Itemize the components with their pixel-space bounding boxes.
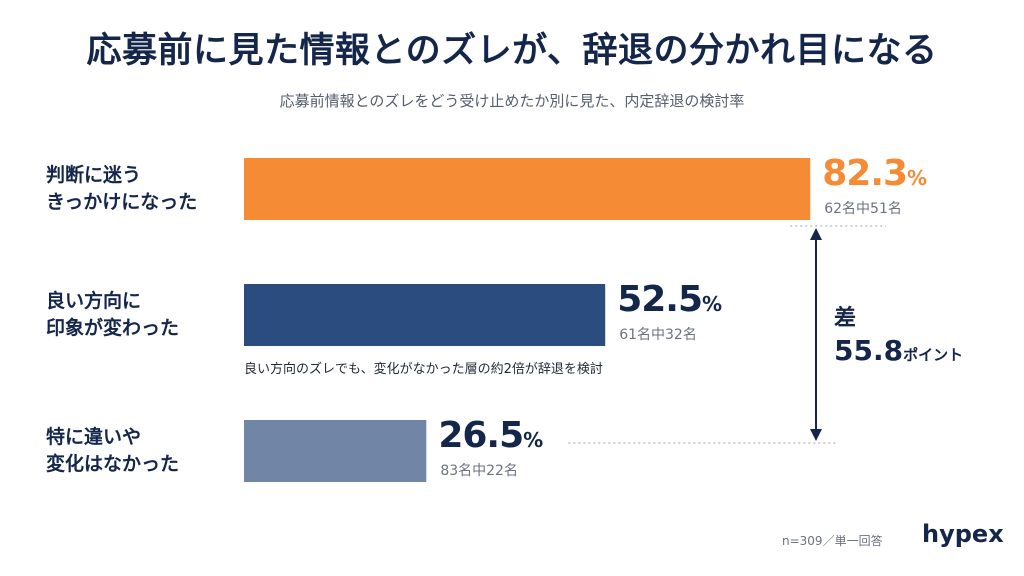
- difference-unit: ポイント: [903, 346, 964, 364]
- sample-note: n=309／単一回答: [782, 534, 883, 548]
- count-label-1: 62名中51名: [824, 201, 902, 217]
- value-label-2: 52.5%: [617, 280, 722, 326]
- bar-1: [244, 158, 811, 220]
- value-number-3: 26.5: [438, 415, 524, 456]
- value-unit-3: %: [523, 428, 544, 452]
- difference-number: 55.8: [834, 334, 904, 367]
- chart-subtitle: 応募前情報とのズレをどう受け止めたか別に見た、内定辞退の検討率: [279, 92, 745, 110]
- value-unit-1: %: [907, 166, 928, 190]
- value-number-1: 82.3: [822, 153, 908, 194]
- value-unit-2: %: [702, 292, 723, 316]
- value-number-2: 52.5: [617, 279, 703, 320]
- chart-title: 応募前に見た情報とのズレが、辞退の分かれ目になる: [86, 31, 938, 71]
- chart-annotation: 良い方向のズレでも、変化がなかった層の約2倍が辞退を検討: [244, 362, 603, 377]
- category-label-3: 特に違いや 変化はなかった: [46, 426, 180, 475]
- bar-2: [244, 284, 606, 346]
- difference-value: 55.8ポイント: [834, 334, 963, 367]
- bar-3: [244, 420, 427, 482]
- category-label-2: 良い方向に 印象が変わった: [46, 290, 180, 339]
- value-label-3: 26.5%: [438, 416, 543, 462]
- category-label-1: 判断に迷う きっかけになった: [46, 164, 198, 213]
- arrow-head-up: [810, 228, 822, 240]
- value-label-1: 82.3%: [822, 154, 927, 200]
- count-label-3: 83名中22名: [440, 463, 518, 479]
- brand-logo: hypex: [922, 520, 1004, 548]
- arrow-head-down: [810, 429, 822, 441]
- difference-label: 差: [834, 306, 857, 331]
- count-label-2: 61名中32名: [619, 327, 697, 343]
